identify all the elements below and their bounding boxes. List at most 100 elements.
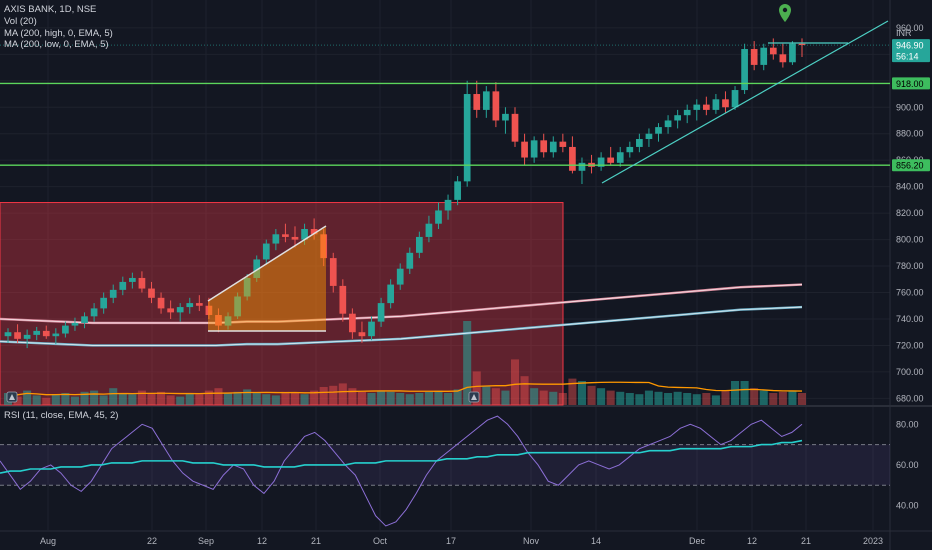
candle-body xyxy=(655,127,662,134)
volume-bar xyxy=(32,395,41,405)
candle-body xyxy=(349,313,356,333)
price-tick-label: 700.00 xyxy=(896,367,924,377)
candle-body xyxy=(4,332,12,337)
candle-body xyxy=(454,181,461,200)
volume-bar xyxy=(80,391,89,405)
volume-bar xyxy=(568,378,577,405)
price-axis[interactable]: 680.00 700.00 720.00 740.00 760.00 780.00 800.… xyxy=(896,23,924,511)
rsi-pane xyxy=(0,415,890,527)
volume-bar xyxy=(157,391,166,405)
volume-bar xyxy=(482,385,491,405)
candle-body xyxy=(549,141,557,153)
candle-body xyxy=(578,162,586,171)
volume-bar xyxy=(616,391,625,405)
candle-body xyxy=(712,99,720,110)
volume-bar xyxy=(166,395,175,405)
candle-body xyxy=(100,297,108,309)
volume-bar xyxy=(788,390,797,405)
legend-ma-high[interactable]: MA (200, high, 0, EMA, 5) xyxy=(4,28,113,39)
candle-body xyxy=(435,210,442,224)
legend-rsi[interactable]: RSI (11, close, EMA, 45, 2) xyxy=(4,410,119,421)
candle-body xyxy=(731,90,739,108)
candle-body xyxy=(157,297,165,309)
candle-body xyxy=(425,223,433,237)
candle-body xyxy=(693,104,701,110)
candle-body xyxy=(186,303,194,308)
level-tag-856: 856.20 xyxy=(896,161,924,171)
candle-body xyxy=(253,259,261,278)
candle-body xyxy=(291,236,299,240)
candle-body xyxy=(272,234,280,244)
event-marker-icon xyxy=(468,391,480,403)
volume-bar xyxy=(262,394,271,405)
price-tick-label: 820.00 xyxy=(896,208,924,218)
candle-body xyxy=(282,234,289,237)
volume-bar xyxy=(769,393,778,405)
time-tick-label: 14 xyxy=(591,536,601,546)
candle-body xyxy=(750,49,758,65)
candle-body xyxy=(482,91,490,110)
time-tick-label: 22 xyxy=(147,536,157,546)
candle-body xyxy=(129,277,136,282)
price-tick-label: 900.00 xyxy=(896,102,924,112)
candle-body xyxy=(597,157,605,167)
location-pin-icon xyxy=(779,4,791,22)
candle-body xyxy=(368,321,375,337)
volume-bar xyxy=(109,388,118,405)
volume-bar xyxy=(549,391,558,405)
volume-bar xyxy=(750,388,759,405)
volume-bar xyxy=(644,390,653,405)
rsi-tick-label: 80.00 xyxy=(896,419,919,429)
candle-body xyxy=(138,277,146,289)
volume-bar xyxy=(692,394,701,405)
volume-bar xyxy=(329,385,338,405)
price-tick-label: 760.00 xyxy=(896,288,924,298)
level-tag-918-bg xyxy=(892,77,930,90)
rsi-tick-label: 40.00 xyxy=(896,501,919,511)
candle-body xyxy=(320,234,328,259)
candle-body xyxy=(387,284,394,304)
candle-body xyxy=(176,307,184,313)
candle-body xyxy=(760,47,768,65)
legend-title[interactable]: AXIS BANK, 1D, NSE xyxy=(4,4,97,15)
volume-bar xyxy=(558,393,567,405)
volume-bar xyxy=(310,390,319,405)
volume-bar xyxy=(61,393,70,405)
event-marker-glyph xyxy=(471,394,477,400)
candle-body xyxy=(215,315,222,326)
ma-low-line-inner xyxy=(0,306,803,346)
legend-volume[interactable]: Vol (20) xyxy=(4,16,37,27)
candle-body xyxy=(511,113,519,142)
candle-body xyxy=(33,330,41,335)
time-tick-label: 21 xyxy=(311,536,321,546)
candle-body xyxy=(234,296,241,317)
time-tick-label: 17 xyxy=(446,536,456,546)
volume-bar xyxy=(137,390,146,405)
candle-body xyxy=(81,316,88,323)
candle-body xyxy=(559,141,567,147)
volume-bar xyxy=(539,390,548,405)
volume-bar xyxy=(463,321,472,405)
candle-body xyxy=(626,146,634,153)
candle-body xyxy=(789,43,796,63)
volume-bar xyxy=(424,391,433,405)
volume-bar xyxy=(472,371,481,405)
legend-ma-low[interactable]: MA (200, low, 0, EMA, 5) xyxy=(4,39,109,50)
volume-bar xyxy=(23,390,32,405)
time-axis[interactable]: Aug 22 Sep 12 21 Oct 17 Nov 14 Dec 12 21 2023 xyxy=(40,536,883,546)
price-tick-label: 720.00 xyxy=(896,340,924,350)
candle-body xyxy=(119,281,127,290)
candle-body xyxy=(301,228,308,240)
candle-body xyxy=(616,152,624,163)
volume-bar xyxy=(491,388,500,405)
volume-bar xyxy=(224,393,233,405)
time-tick-label: 21 xyxy=(801,536,811,546)
candle-body xyxy=(444,199,452,211)
candle-body xyxy=(23,334,31,339)
volume-bar xyxy=(51,394,60,405)
volume-bar xyxy=(444,393,453,405)
candle-body xyxy=(492,91,500,121)
volume-bar xyxy=(711,395,720,405)
